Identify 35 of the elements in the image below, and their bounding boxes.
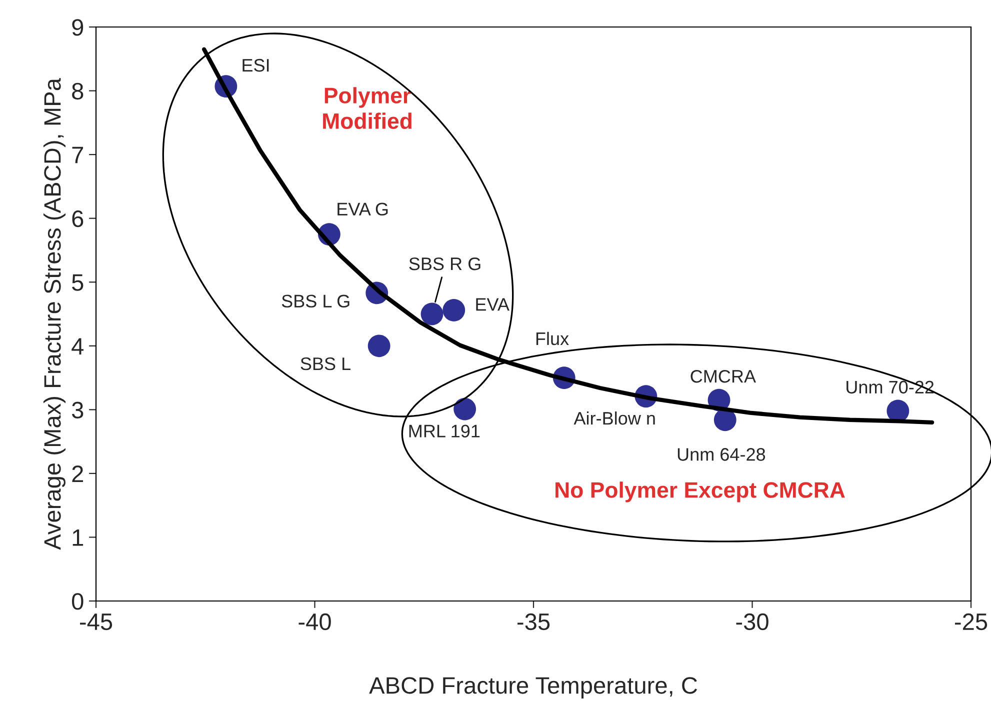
x-tick-label: -40 [298, 613, 331, 630]
annotation: EVA [476, 298, 510, 311]
y-tick-label: 8 [72, 82, 84, 100]
y-tick-label: 4 [72, 338, 84, 354]
annotation: Polymer Modified [323, 87, 412, 129]
annotation: ESI [242, 58, 269, 72]
annotation: EVA G [338, 202, 388, 216]
annotation: Air-Blow n [574, 411, 655, 425]
annotation: MRL 191 [409, 424, 480, 438]
point [442, 298, 466, 322]
y-tick-label: 5 [72, 274, 84, 291]
x-tick-label: -35 [517, 613, 550, 630]
annotation: CMCRA [690, 370, 756, 383]
y-tick-label: 7 [72, 146, 84, 164]
y-axis-title: Average (Max) Fracture Stress (ABCD), MPa [44, 78, 66, 550]
y-tick-label: 2 [72, 466, 84, 482]
x-axis-title: ABCD Fracture Temperature, C [369, 677, 698, 698]
x-tick-label: -25 [954, 613, 988, 630]
annotation: SBS R G [409, 257, 480, 270]
annotation: No Polymer Except CMCRA [556, 482, 845, 502]
point [714, 408, 736, 432]
point [368, 334, 390, 358]
y-tick-label: 1 [72, 530, 84, 546]
annotation: Flux [536, 332, 569, 346]
annotation: SBS L [300, 357, 350, 370]
annotation: SBS L G [282, 294, 350, 308]
y-tick-label: 3 [72, 402, 84, 418]
x-tick-label: -45 [80, 614, 112, 630]
x-tick-label: -30 [736, 613, 768, 630]
y-tick-label: 0 [72, 593, 84, 610]
point [420, 302, 444, 326]
y-tick-label: 9 [72, 19, 84, 36]
y-tick-label: 6 [72, 210, 84, 228]
point [454, 398, 476, 420]
annotation: Unm 64-28 [678, 448, 766, 461]
